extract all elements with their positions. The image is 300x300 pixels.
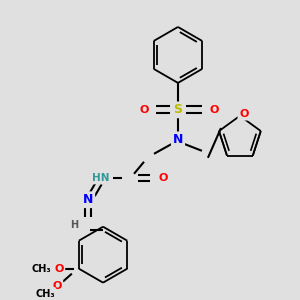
Text: O: O [209, 105, 219, 115]
Text: CH₃: CH₃ [35, 289, 55, 298]
Text: H: H [70, 220, 78, 230]
Text: O: O [158, 173, 168, 183]
Text: CH₃: CH₃ [31, 264, 51, 274]
Text: O: O [54, 264, 64, 274]
Text: N: N [173, 133, 183, 146]
Text: S: S [173, 103, 182, 116]
Text: O: O [52, 280, 62, 291]
Text: HN: HN [92, 173, 110, 183]
Text: N: N [83, 193, 93, 206]
Text: O: O [239, 109, 249, 119]
Text: O: O [139, 105, 149, 115]
